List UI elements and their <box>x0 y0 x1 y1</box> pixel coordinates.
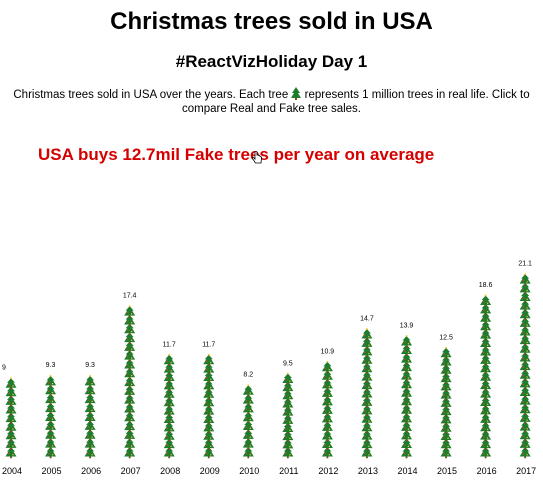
tree-mark <box>282 372 294 385</box>
tree-column-2008 <box>163 353 175 459</box>
tree-mark <box>440 346 452 360</box>
tree-mark <box>45 375 57 388</box>
value-label: 9.5 <box>283 360 293 367</box>
tree-column-2016 <box>480 294 492 459</box>
tree-column-2011 <box>282 372 294 459</box>
x-tick-label: 2016 <box>477 466 497 476</box>
x-tick-label: 2010 <box>239 466 259 476</box>
tree-column-2006 <box>84 375 96 459</box>
x-tick-label: 2015 <box>437 466 457 476</box>
value-label: 11.7 <box>202 341 215 348</box>
x-tick-label: 2017 <box>516 466 536 476</box>
value-label: 9 <box>2 365 6 372</box>
value-label: 17.4 <box>123 292 137 299</box>
x-tick-label: 2007 <box>121 466 141 476</box>
tree-column-2015 <box>440 346 452 459</box>
x-tick-label: 2006 <box>81 466 101 476</box>
x-tick-label: 2009 <box>200 466 220 476</box>
value-label: 21.1 <box>518 261 532 268</box>
tree-column-2004 <box>5 377 17 459</box>
tree-column-2007 <box>124 305 136 459</box>
value-label: 14.7 <box>360 316 374 323</box>
tree-mark <box>203 353 215 367</box>
hand-pointer-icon <box>251 151 262 164</box>
christmas-tree-icon <box>291 87 302 100</box>
page-title: Christmas trees sold in USA <box>110 8 433 35</box>
x-tick-label: 2008 <box>160 466 180 476</box>
value-label: 18.6 <box>479 282 493 289</box>
tree-column-2010 <box>242 384 254 459</box>
tree-mark <box>5 377 17 390</box>
value-label: 12.5 <box>439 335 453 342</box>
tree-column-2009 <box>203 353 215 459</box>
x-tick-label: 2011 <box>279 466 298 476</box>
tree-mark <box>242 384 254 397</box>
tree-mark <box>401 335 412 348</box>
tree-column-2017 <box>519 273 531 459</box>
value-label: 10.9 <box>321 348 335 355</box>
description-text-after: represents 1 million trees in real life.… <box>182 89 530 115</box>
value-label: 8.2 <box>243 371 253 378</box>
tree-mark <box>321 360 333 374</box>
page-subtitle: #ReactVizHoliday Day 1 <box>175 52 368 71</box>
tree-mark <box>361 328 373 341</box>
description: Christmas trees sold in USA over the yea… <box>10 87 533 116</box>
tree-column-2014 <box>401 335 412 459</box>
tree-mark <box>480 294 492 307</box>
tree-column-2013 <box>361 328 373 459</box>
x-tick-label: 2004 <box>2 466 22 476</box>
x-tick-label: 2012 <box>318 466 338 476</box>
tree-column-2012 <box>321 360 333 459</box>
tree-column-2005 <box>45 375 57 459</box>
value-label: 13.9 <box>400 322 414 329</box>
x-tick-label: 2005 <box>42 466 62 476</box>
x-tick-label: 2013 <box>358 466 378 476</box>
description-text-before: Christmas trees sold in USA over the yea… <box>13 89 289 101</box>
value-label: 9.3 <box>85 362 95 369</box>
headline-toggle[interactable]: USA buys 12.7mil Fake trees per year on … <box>38 145 435 164</box>
tree-mark <box>84 375 96 388</box>
tree-mark <box>124 305 136 318</box>
tree-mark <box>519 273 531 286</box>
x-tick-label: 2014 <box>397 466 417 476</box>
value-label: 11.7 <box>163 341 176 348</box>
value-label: 9.3 <box>46 362 56 369</box>
tree-mark <box>163 353 175 367</box>
